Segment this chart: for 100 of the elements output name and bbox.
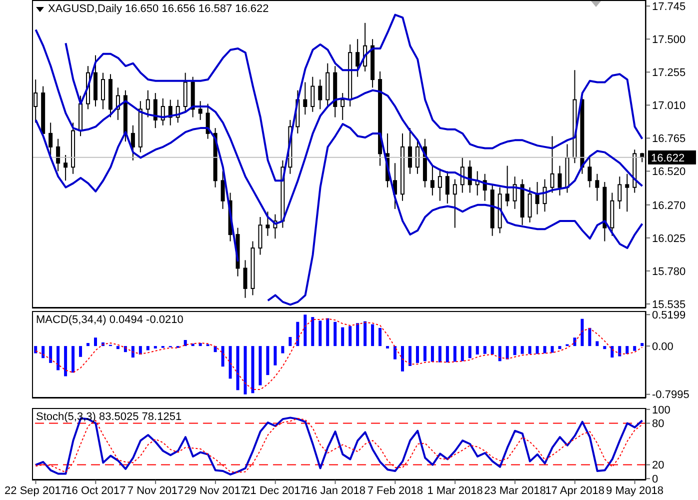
bar — [618, 346, 622, 356]
candlestick — [445, 170, 450, 204]
y-tick-label: 17.010 — [652, 100, 686, 112]
bar — [198, 343, 202, 346]
bar — [274, 346, 277, 366]
y-tick-label: 100 — [652, 404, 670, 416]
bar — [56, 346, 60, 370]
bar — [64, 346, 68, 376]
ref-line-label: 16.622 — [651, 152, 685, 164]
y-tick-label: 17.500 — [652, 34, 686, 46]
bar — [408, 346, 412, 366]
candlestick — [468, 160, 472, 194]
bar — [326, 318, 330, 346]
bar — [42, 346, 45, 358]
bar — [416, 346, 419, 363]
candlestick — [146, 90, 150, 118]
bar — [72, 346, 75, 373]
candlestick — [318, 79, 322, 110]
candlestick — [130, 124, 135, 161]
candlestick — [48, 122, 53, 156]
candlestick — [56, 138, 60, 172]
x-tick-label: 22 Sep 2017 — [4, 484, 67, 497]
bar — [543, 346, 546, 354]
candlestick — [64, 154, 68, 182]
chart-title: Stoch(5,3,3) 83.5025 78.1251 — [36, 411, 182, 423]
candlestick — [625, 173, 630, 212]
x-tick-label: 7 Nov 2017 — [127, 484, 184, 497]
candlestick — [512, 176, 517, 210]
y-tick-label: 15.780 — [652, 266, 686, 278]
candlestick — [258, 216, 262, 256]
x-tick-label: 17 Apr 2018 — [545, 484, 605, 497]
bar — [490, 346, 494, 354]
bar — [191, 344, 194, 346]
bar — [244, 346, 247, 394]
candlestick — [505, 165, 510, 207]
y-tick-label: 16.025 — [652, 232, 686, 245]
bar — [430, 346, 434, 362]
bar — [131, 346, 134, 358]
bar — [184, 340, 187, 346]
bar — [520, 346, 524, 354]
candlestick — [340, 92, 345, 120]
bar — [453, 346, 456, 362]
bar — [34, 346, 38, 354]
bar — [468, 346, 472, 358]
candlestick — [303, 82, 308, 116]
bar — [79, 346, 82, 357]
x-tick-label: 23 Mar 2018 — [484, 484, 546, 497]
candlestick — [452, 178, 457, 228]
bar — [558, 346, 562, 350]
y-tick-label: 15.535 — [652, 298, 686, 311]
bar — [446, 346, 449, 362]
x-tick-label: 29 Nov 2017 — [184, 484, 247, 497]
candlestick — [220, 170, 225, 210]
bar — [483, 346, 486, 354]
y-tick-label: 17.255 — [652, 67, 686, 80]
bar — [146, 346, 150, 350]
candlestick — [100, 72, 105, 110]
bar — [281, 346, 284, 354]
bar — [536, 346, 539, 354]
bar — [610, 346, 614, 358]
y-tick-label: 17.745 — [652, 0, 686, 13]
bar — [86, 343, 90, 346]
bar — [334, 322, 337, 346]
y-tick-label: 0.00 — [652, 340, 674, 353]
candlestick — [408, 128, 412, 174]
bar — [603, 346, 606, 350]
bar — [251, 346, 254, 394]
bar — [423, 346, 426, 362]
y-tick-label: 0.5199 — [652, 310, 686, 322]
bar — [506, 346, 509, 360]
bar — [266, 346, 270, 376]
candlestick — [558, 165, 562, 196]
bar — [138, 346, 142, 354]
y-tick-label: 0 — [652, 474, 658, 486]
line-series — [64, 14, 644, 182]
bar — [528, 346, 532, 354]
candlestick — [595, 173, 600, 202]
bar — [221, 346, 224, 367]
bar — [288, 336, 292, 346]
bar — [296, 322, 300, 346]
x-tick-label: 16 Jan 2018 — [304, 484, 366, 497]
candlestick — [528, 186, 532, 223]
bar — [401, 346, 404, 372]
chart-title: MACD(5,34,4) 0.0494 -0.0210 — [36, 314, 184, 326]
candlestick — [430, 165, 434, 196]
bar — [94, 338, 97, 346]
candlestick — [438, 168, 442, 202]
x-tick-label: 21 Dec 2017 — [244, 484, 307, 497]
x-tick-label: 9 May 2018 — [606, 484, 664, 497]
y-tick-label: -0.7995 — [652, 389, 690, 402]
bar — [236, 346, 240, 390]
candlestick — [588, 157, 592, 188]
bar — [633, 346, 636, 351]
bar — [341, 327, 344, 346]
bar — [588, 328, 592, 346]
bar — [498, 346, 502, 362]
x-tick-label: 7 Feb 2018 — [367, 484, 423, 497]
x-tick-label: 1 Mar 2018 — [427, 484, 483, 497]
bar — [228, 346, 232, 379]
candlestick — [153, 92, 158, 129]
